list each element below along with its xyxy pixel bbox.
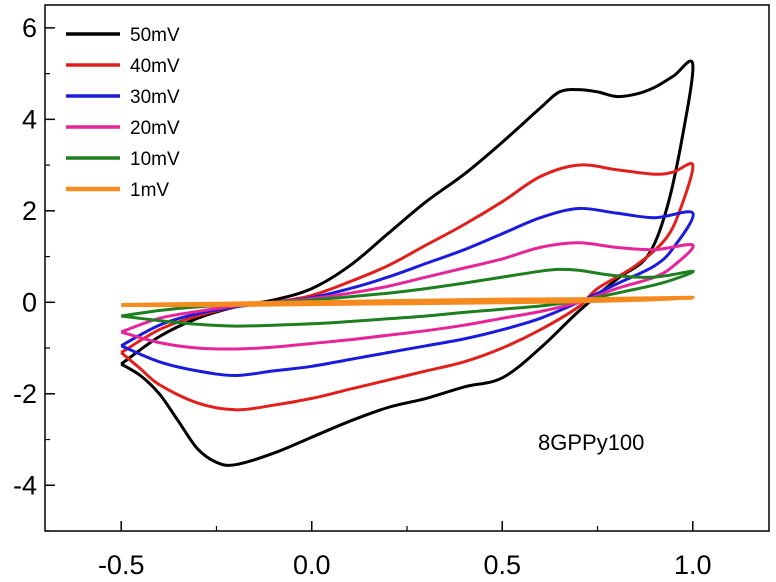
- legend-label-30mV: 30mV: [130, 87, 180, 108]
- x-tick-label: 0.5: [483, 550, 521, 580]
- curve-1mV: [121, 295, 695, 308]
- y-tick-label: 6: [22, 13, 37, 43]
- curve-10mV: [120, 267, 695, 328]
- legend-label-20mV: 20mV: [130, 118, 180, 139]
- y-tick-label: -2: [13, 379, 37, 409]
- curve-40mV: [120, 162, 695, 412]
- curve-20mV: [120, 241, 695, 351]
- legend-label-1mV: 1mV: [130, 180, 169, 201]
- y-tick-label: 4: [22, 104, 37, 134]
- x-tick-label: -0.5: [98, 550, 145, 580]
- curves: [120, 59, 695, 467]
- legend-label-50mV: 50mV: [130, 25, 180, 46]
- curve-50mV: [120, 59, 695, 467]
- y-tick-label: 2: [22, 196, 37, 226]
- legend-label-40mV: 40mV: [130, 56, 180, 77]
- legend: 50mV 40mV 30mV 20mV 10mV 1mV: [66, 25, 180, 201]
- x-tick-label: 0.0: [293, 550, 331, 580]
- y-tick-label: 0: [22, 287, 37, 317]
- axes: -0.5 0.0 0.5 1.0 -4 -2 0 2 4 6: [13, 13, 712, 580]
- sample-annotation: 8GPPy100: [538, 430, 644, 455]
- legend-label-10mV: 10mV: [130, 149, 180, 170]
- x-tick-label: 1.0: [674, 550, 712, 580]
- y-tick-label: -4: [13, 470, 37, 500]
